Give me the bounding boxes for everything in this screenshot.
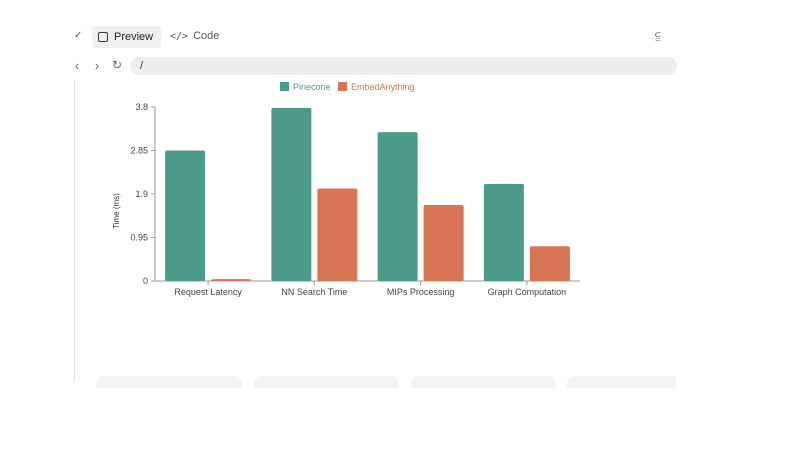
y-tick-label: 3.8 <box>135 102 148 112</box>
legend-label: Pinecone <box>293 82 331 92</box>
preview-icon <box>98 32 108 42</box>
y-axis-label: Time (ms) <box>112 193 121 229</box>
legend-swatch <box>338 82 347 91</box>
y-tick-label: 0 <box>143 276 148 286</box>
y-tick-label: 1.9 <box>135 189 148 199</box>
suggestion-card[interactable] <box>411 376 556 388</box>
bar <box>423 204 464 281</box>
suggestion-card[interactable] <box>567 376 676 388</box>
bar <box>529 246 570 281</box>
chevron-down-icon[interactable]: ✓ <box>74 30 83 41</box>
bar <box>317 188 358 281</box>
forward-icon[interactable]: › <box>94 58 100 73</box>
legend-label: EmbedAnything <box>351 82 415 92</box>
back-icon[interactable]: ‹ <box>74 58 80 73</box>
bar <box>483 183 524 281</box>
browser-navbar: ‹ › ↻ / <box>70 56 680 78</box>
x-tick-label: NN Search Time <box>281 287 347 297</box>
bar <box>211 279 252 281</box>
suggestion-cards <box>96 376 676 388</box>
preview-frame: Pinecone EmbedAnything 0 0.95 1.9 2.85 3.8 Time… <box>74 80 677 382</box>
suggestion-card[interactable] <box>96 376 242 388</box>
refresh-icon[interactable]: ↻ <box>111 58 123 72</box>
top-toolbar: ✓ Preview </> Code ⫅ <box>0 24 680 50</box>
y-tick-label: 0.95 <box>130 233 148 243</box>
bar <box>271 107 312 281</box>
bar <box>377 132 418 281</box>
bar <box>165 150 206 281</box>
tab-code-label: Code <box>193 30 220 42</box>
legend-swatch <box>280 82 289 91</box>
tab-preview-label: Preview <box>114 31 154 43</box>
url-bar[interactable]: / <box>130 57 677 75</box>
tab-preview[interactable]: Preview <box>92 26 162 48</box>
code-icon: </> <box>170 30 189 42</box>
attachment-icon[interactable]: ⫅ <box>655 29 661 44</box>
y-tick-label: 2.85 <box>130 146 148 156</box>
x-tick-label: MIPs Processing <box>387 287 455 297</box>
x-tick-label: Request Latency <box>174 287 242 297</box>
tab-code[interactable]: </> Code <box>170 30 219 42</box>
bar-chart: Pinecone EmbedAnything 0 0.95 1.9 2.85 3.8 Time… <box>112 82 580 297</box>
suggestion-card[interactable] <box>254 376 399 388</box>
x-tick-label: Graph Computation <box>488 287 567 297</box>
